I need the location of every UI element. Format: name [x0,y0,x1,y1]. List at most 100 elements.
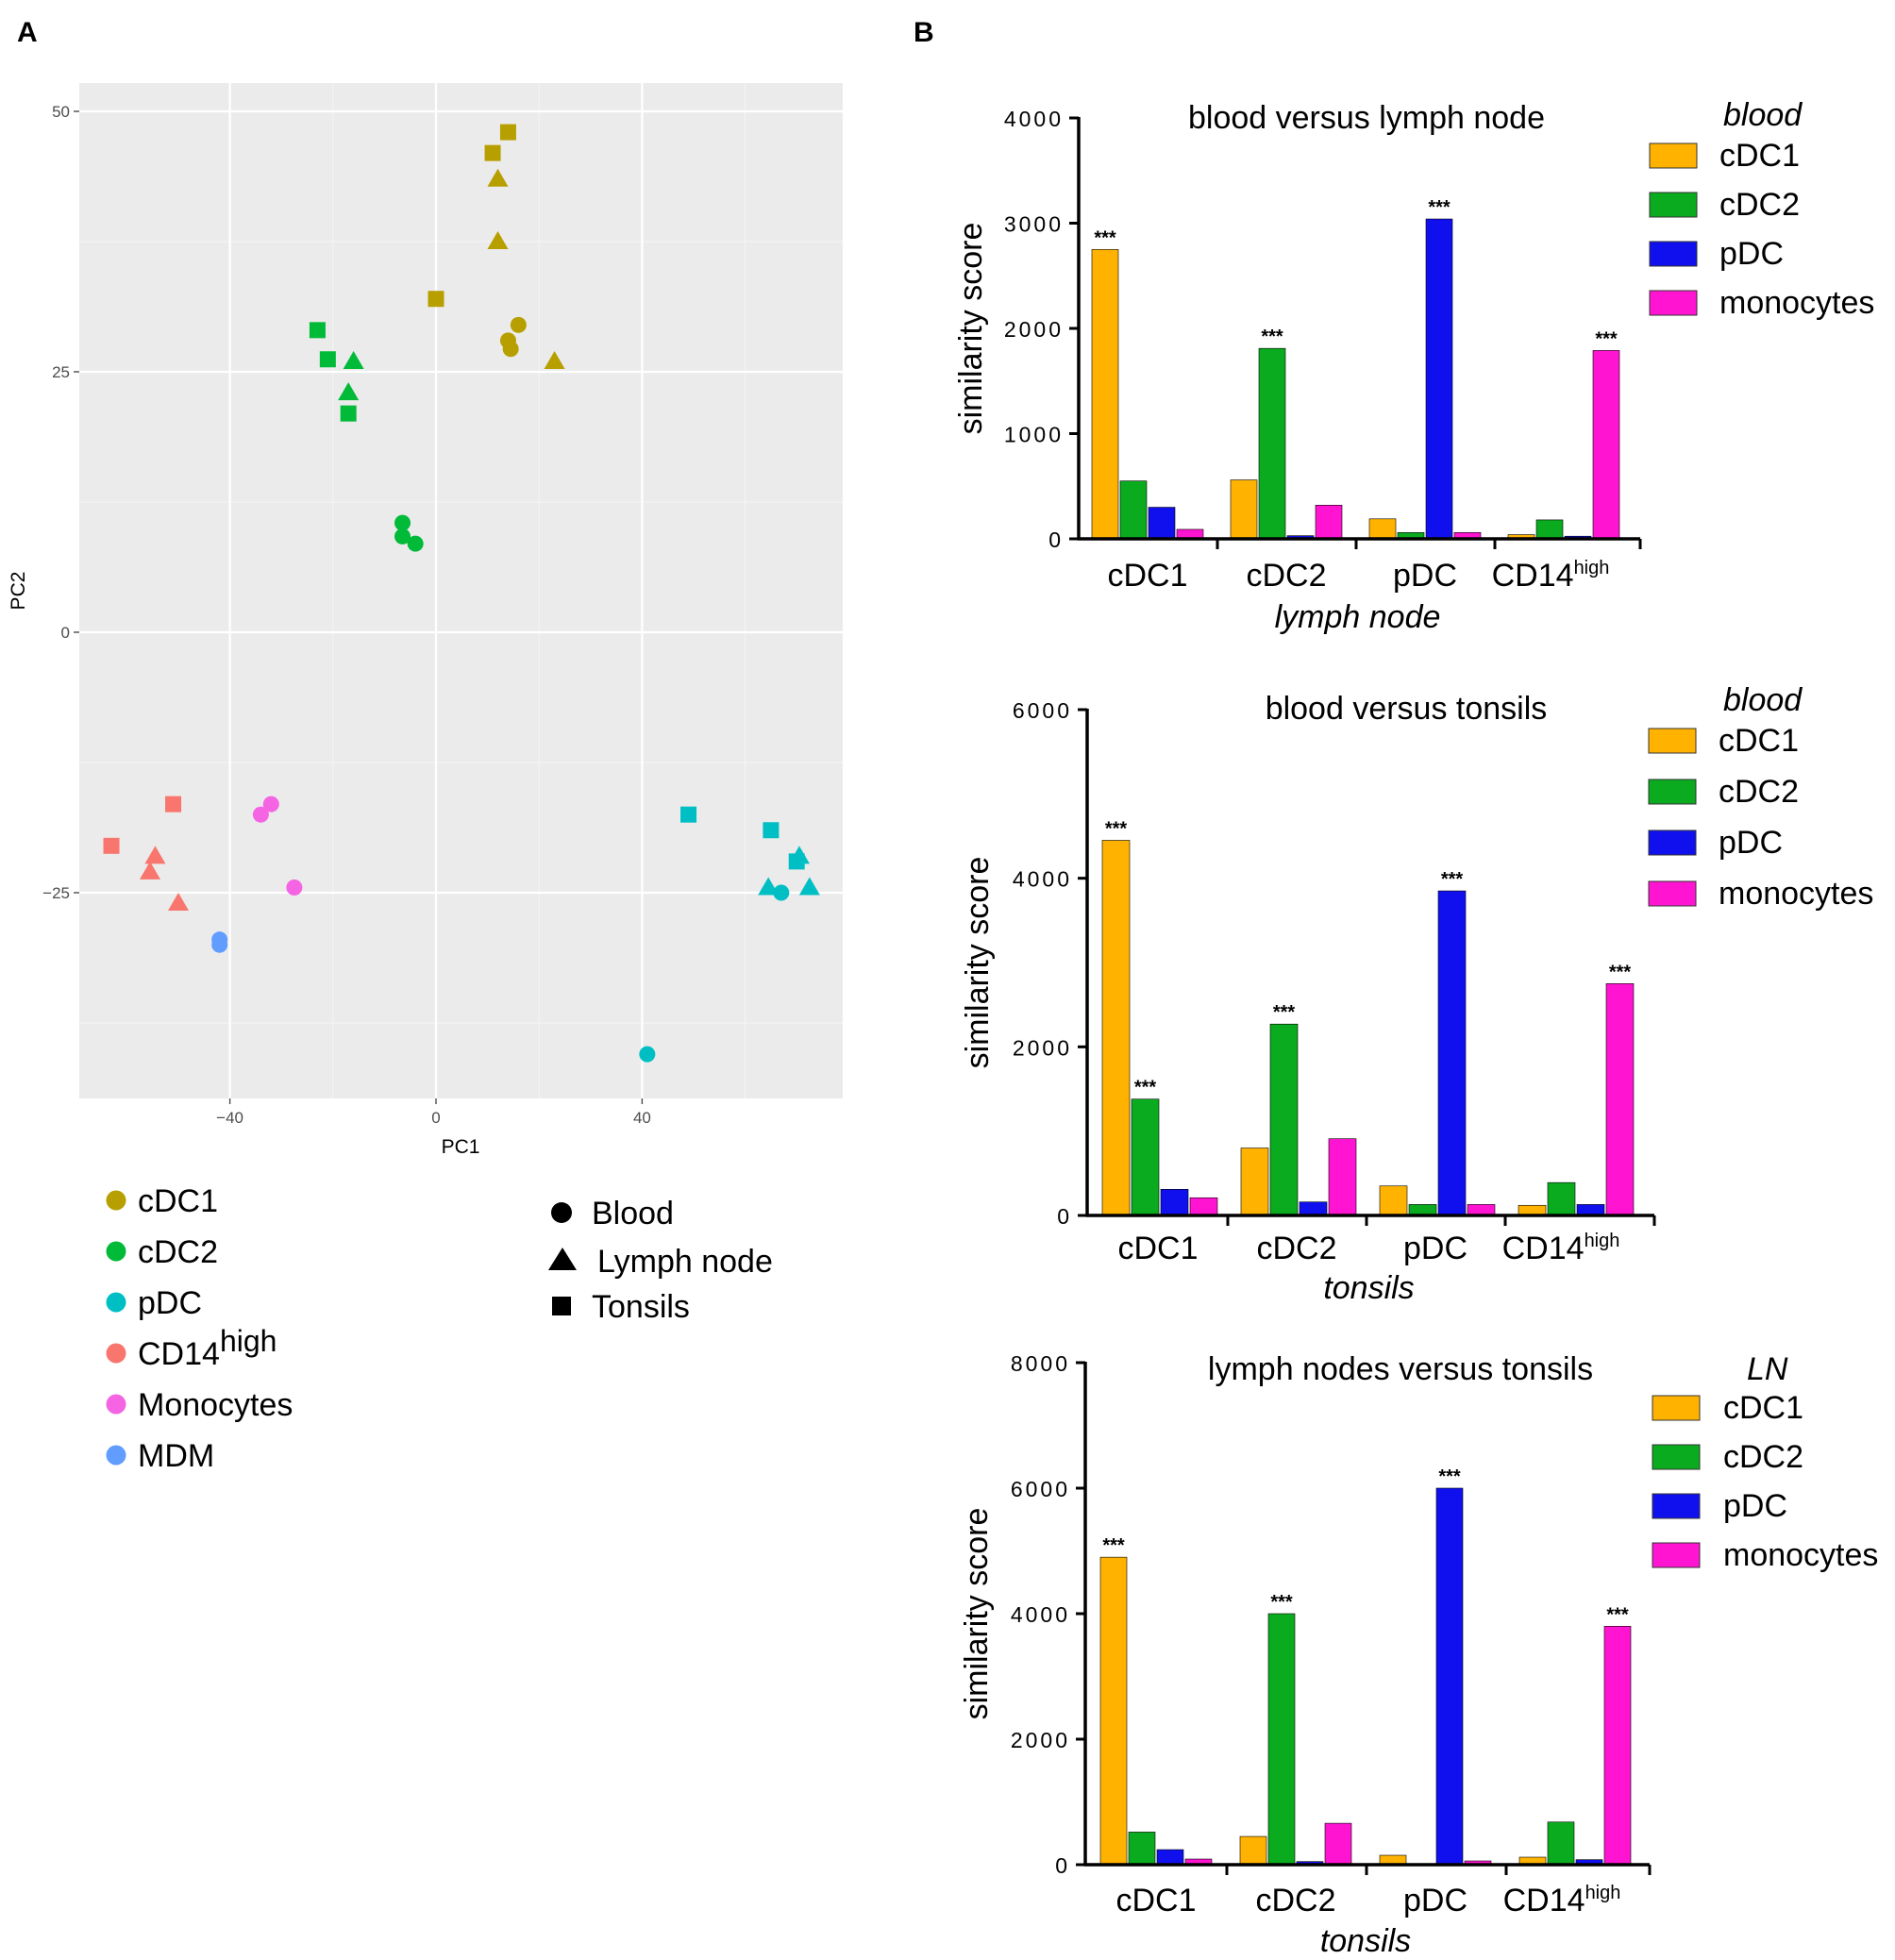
bar-chart-blood-vs-lymph-node: *** *** *** *** 0 1000 2000 3000 4000 cDC1 cDC2 pDC… [953,97,1874,635]
point-cdc1-square [484,144,501,161]
category-label-superscript: high [1585,1231,1620,1251]
y-tick-label: 2000 [1011,1728,1070,1752]
point-cdc1-square [428,291,444,308]
bar-cdc2-cd14high [1547,1181,1576,1216]
category-label-cdc2: cDC2 [1246,558,1326,594]
legend-key-monocytes [1648,880,1697,907]
bar-monocytes-cd14high [1603,1626,1632,1866]
point-cdc1-triangle [544,350,565,369]
point-cdc2-square [340,405,357,422]
y-tick-label: 0 [61,624,70,642]
legend-label-cdc1: cDC1 [138,1183,218,1219]
point-cdc2-circle [394,528,411,544]
category-label-superscript: high [1574,558,1610,578]
legend-key-cdc2 [1648,779,1697,805]
legend-key-cdc1 [106,1190,126,1211]
bar-cdc2-cdc2 [1258,347,1286,540]
x-tick-label: 0 [431,1109,440,1127]
point-cdc1-triangle [487,231,509,249]
panel-a-label: A [17,17,38,48]
y-tick-label: 1000 [1004,423,1064,447]
chart-title: lymph nodes versus tonsils [1208,1351,1593,1387]
legend-key-pdc [106,1292,126,1313]
bar-chart-lymph-nodes-vs-tonsils: *** *** *** *** 0 2000 4000 6000 8000 cDC1 cDC2 pDC… [959,1351,1878,1959]
legend-label-blood: Blood [592,1196,674,1231]
plot-panel [79,83,843,1098]
significance-marker: *** [1273,1002,1296,1023]
legend-key-pdc [1652,1493,1701,1519]
bar-cdc1-cdc1 [1091,249,1119,540]
chart-title: blood versus lymph node [1188,100,1545,136]
legend-title: blood [1723,97,1803,133]
significance-marker: *** [1134,1078,1157,1098]
x-tick-label: −40 [216,1109,243,1127]
bar-cdc2-cdc1 [1131,1098,1160,1216]
bar-pdc-pdc [1435,1487,1464,1866]
significance-marker: *** [1261,327,1283,347]
y-tick-label: 0 [1057,1204,1072,1229]
point-cd14high-triangle [144,846,166,864]
point-cd14high-square [165,796,182,812]
legend-title: LN [1747,1351,1788,1387]
bar-pdc-cdc1 [1148,507,1176,540]
point-cdc2-triangle [338,382,360,401]
category-label-superscript: high [1585,1883,1621,1903]
bar-cdc2-cdc2 [1269,1023,1299,1216]
bar-cdc1-cdc1 [1099,1556,1128,1866]
legend-key-cdc2 [1649,192,1698,218]
point-monocytes-circle [262,796,279,812]
bar-pdc-cdc1 [1156,1849,1184,1866]
bar-cdc1-cdc2 [1239,1835,1267,1866]
legend-key-cdc2 [106,1241,126,1262]
bar-chart-blood-vs-tonsils: *** *** *** *** *** 0 2000 4000 6000 cDC1 cDC2 pDC C… [960,682,1873,1306]
legend-label-pdc: pDC [1723,1488,1787,1524]
y-tick-label: 2000 [1013,1035,1072,1060]
point-monocytes-circle [286,879,303,896]
bar-monocytes-cd14high [1605,983,1635,1216]
category-label-pdc: pDC [1393,558,1457,594]
legend-title: blood [1723,682,1803,718]
y-axis-label: PC2 [8,572,29,611]
y-axis-label: similarity score [953,223,989,435]
y-axis-label: similarity score [959,1508,995,1720]
legend-key-monocytes [1652,1542,1701,1568]
y-tick-label: 50 [52,103,70,121]
legend-label-cdc2: cDC2 [1719,187,1800,223]
bar-monocytes-cdc2 [1324,1822,1352,1866]
bar-monocytes-cd14high [1592,350,1620,540]
point-cdc2-circle [407,535,424,552]
y-tick-label: 4000 [1004,107,1064,131]
y-tick-label: 8000 [1011,1351,1070,1376]
legend-key-cdc1 [1648,728,1697,754]
legend-label-pdc: pDC [1719,825,1783,861]
category-label-pdc: pDC [1403,1883,1467,1918]
category-label-cdc1: cDC1 [1107,558,1187,594]
legend-label-superscript: high [220,1324,277,1358]
legend-key-pdc [1649,241,1698,267]
legend-label-mdm: MDM [138,1438,214,1474]
x-axis-label: PC1 [442,1136,480,1158]
x-axis-label: tonsils [1323,1270,1414,1306]
legend-label-cdc1: cDC1 [1723,1390,1803,1426]
x-axis-label: lymph node [1275,599,1441,635]
category-label-cd14high: CD14high [1503,1883,1621,1918]
legend-label-lymph-node: Lymph node [597,1244,773,1280]
bar-cdc1-pdc [1379,1185,1408,1216]
point-pdc-circle [639,1046,656,1063]
point-pdc-triangle [798,877,820,896]
legend-key-mdm [106,1445,126,1466]
significance-marker: *** [1270,1592,1293,1613]
legend-key-cdc1 [1652,1395,1701,1421]
point-monocytes-circle [252,806,269,823]
bar-pdc-pdc [1425,218,1453,540]
y-tick-label: 4000 [1013,867,1072,892]
y-tick-label: −25 [42,884,70,902]
point-cdc2-square [319,351,336,368]
category-label-cd14high: CD14high [1502,1231,1620,1266]
point-cdc1-square [499,124,516,141]
legend-key-cdc1 [1649,142,1698,169]
bar-cdc2-cdc1 [1128,1832,1156,1866]
bar-monocytes-cdc2 [1328,1138,1357,1216]
category-label-cdc2: cDC2 [1255,1883,1335,1918]
category-label-cd14high: CD14high [1492,558,1610,594]
